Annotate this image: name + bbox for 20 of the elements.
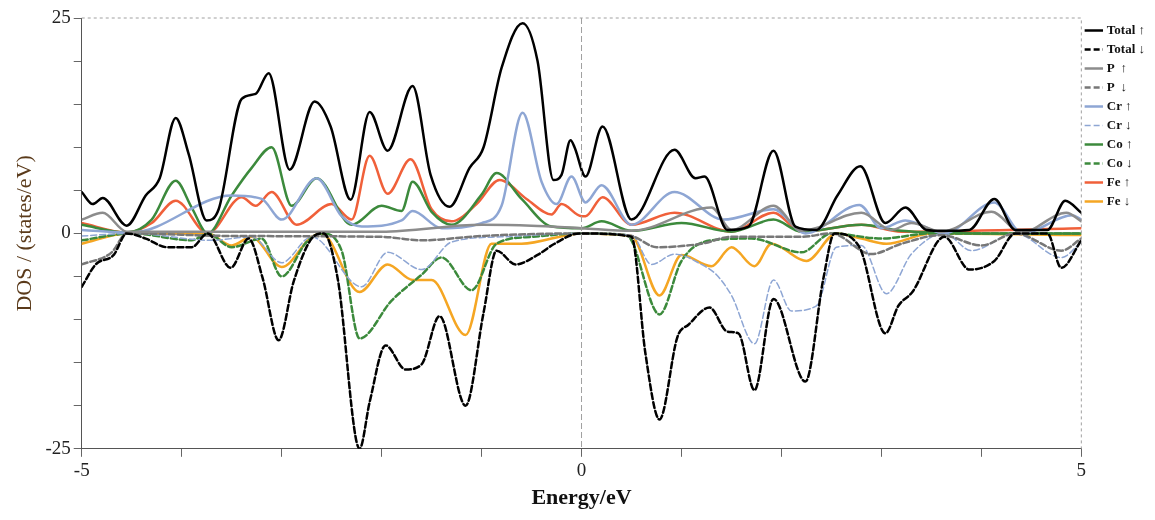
legend-label: P ↑	[1106, 59, 1128, 75]
x-tick-label: 5	[1076, 459, 1087, 481]
legend-label: Cr ↑	[1106, 97, 1132, 113]
legend-label: Fe ↑	[1106, 173, 1131, 189]
y-tick-label: -25	[45, 436, 71, 458]
line-series	[81, 232, 1082, 266]
y-tick-label: 0	[61, 221, 71, 243]
legend-label: Total ↓	[1106, 40, 1145, 56]
legend-label: Fe ↓	[1106, 192, 1131, 208]
y-tick-label: 25	[51, 5, 71, 27]
legend-label: Cr ↓	[1106, 116, 1132, 132]
legend-label: Co ↑	[1106, 135, 1133, 151]
y-axis-title: DOS / (states/eV)	[10, 155, 36, 312]
legend-label: P ↓	[1106, 78, 1128, 94]
x-axis-title: Energy/eV	[531, 484, 632, 510]
legend-label: Total ↑	[1106, 21, 1145, 37]
x-tick-label: -5	[73, 459, 90, 481]
legend-label: Co ↓	[1106, 154, 1133, 170]
x-tick-label: 0	[576, 459, 587, 481]
line-series	[81, 204, 1082, 234]
